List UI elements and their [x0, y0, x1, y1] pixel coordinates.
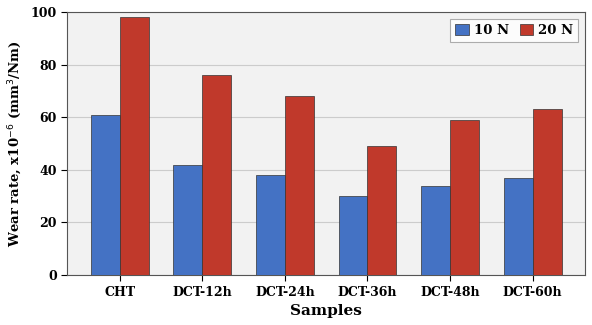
Bar [504, 178, 533, 275]
Bar [202, 75, 231, 275]
Bar [285, 96, 314, 275]
Bar [533, 109, 562, 275]
Y-axis label: Wear rate, x10$^{-6}$ (mm$^{3}$/Nm): Wear rate, x10$^{-6}$ (mm$^{3}$/Nm) [7, 40, 25, 247]
Legend: 10 N, 20 N: 10 N, 20 N [450, 19, 578, 42]
Bar [339, 196, 368, 275]
Bar [421, 186, 450, 275]
Bar [120, 17, 149, 275]
Bar [91, 115, 120, 275]
Bar [368, 146, 396, 275]
Bar [173, 164, 202, 275]
X-axis label: Samples: Samples [290, 304, 362, 318]
Bar [450, 120, 479, 275]
Bar [256, 175, 285, 275]
